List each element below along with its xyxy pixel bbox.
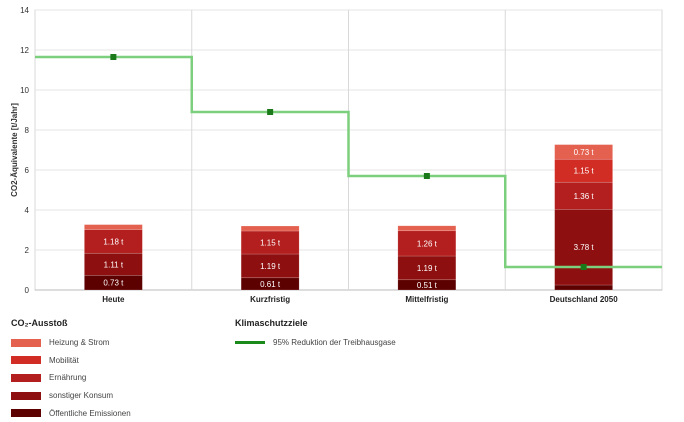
y-tick-label: 12 xyxy=(20,46,29,55)
bar-value-label: 1.19 t xyxy=(417,264,438,273)
x-axis-labels: Heute Kurzfristig Mittelfristig Deutschland… xyxy=(102,295,618,304)
bar-segment[interactable] xyxy=(397,230,457,257)
target-marker[interactable] xyxy=(110,54,117,60)
bar-value-label: 1.26 t xyxy=(417,239,438,248)
y-tick-label: 2 xyxy=(25,246,30,255)
legend-item-target[interactable]: 95% Reduktion der Treibhausgase xyxy=(235,334,396,352)
target-line-path xyxy=(35,55,662,269)
bar-segment[interactable] xyxy=(554,144,613,160)
y-axis-label: CO2-Äquivalente [t/Jahr] xyxy=(10,103,19,197)
co2-chart: 0 2 4 6 8 10 12 14 CO2-Äquivalente [t/Jahr] 0.7… xyxy=(10,6,663,304)
legend-item-label: Ernährung xyxy=(49,373,87,383)
emissions-legend: CO₂-Ausstoß Heizung & Strom Mobilität Er… xyxy=(11,318,131,422)
y-axis-ticks: 0 2 4 6 8 10 12 14 xyxy=(20,6,29,295)
legend-swatch xyxy=(11,356,41,365)
bar-value-label: 0.61 t xyxy=(260,280,281,289)
bar-segment[interactable] xyxy=(240,225,300,232)
legend-item-ernaehrung[interactable]: Ernährung xyxy=(11,369,131,387)
legend-item-label: 95% Reduktion der Treibhausgase xyxy=(273,338,396,348)
bar-value-label: 0.51 t xyxy=(417,281,438,290)
bar-segment[interactable] xyxy=(554,209,613,286)
x-tick-label: Deutschland 2050 xyxy=(550,295,619,304)
y-tick-label: 6 xyxy=(25,166,30,175)
y-tick-label: 8 xyxy=(25,126,30,135)
x-tick-label: Mittelfristig xyxy=(405,295,448,304)
legend-item-mobilitaet[interactable]: Mobilität xyxy=(11,352,131,370)
bar-value-label: 1.15 t xyxy=(260,239,281,248)
bar-value-label: 1.11 t xyxy=(104,260,124,269)
x-tick-label: Heute xyxy=(102,295,125,304)
targets-legend-title: Klimaschutzziele xyxy=(235,318,308,328)
bar-segment[interactable] xyxy=(554,284,613,291)
legend-line-swatch xyxy=(235,341,265,345)
emissions-legend-title: CO₂-Ausstoß xyxy=(11,318,68,328)
x-tick-label: Kurzfristig xyxy=(250,295,290,304)
target-line xyxy=(35,54,662,270)
legend-item-oeffentliche-emissionen[interactable]: Öffentliche Emissionen xyxy=(11,404,131,422)
bar-value-label: 1.36 t xyxy=(574,192,595,201)
y-tick-label: 14 xyxy=(20,6,29,15)
legend-swatch xyxy=(11,409,41,418)
emissions-legend-items: Heizung & Strom Mobilität Ernährung sons… xyxy=(11,334,131,422)
target-marker[interactable] xyxy=(267,109,274,115)
bar-value-label: 1.15 t xyxy=(574,167,595,176)
targets-legend: Klimaschutzziele 95% Reduktion der Treib… xyxy=(235,318,396,352)
bar-segment[interactable] xyxy=(554,181,613,210)
bar-value-label: 1.19 t xyxy=(260,262,281,271)
bar-value-label: 3.78 t xyxy=(574,243,595,252)
legend-swatch xyxy=(11,373,41,382)
legend-item-label: sonstiger Konsum xyxy=(49,391,114,401)
bar-segment[interactable] xyxy=(84,224,143,230)
bar-value-label: 0.73 t xyxy=(574,148,595,157)
bar-value-label: 0.73 t xyxy=(103,279,124,288)
legend-swatch xyxy=(11,338,41,347)
legend-item-sonstiger-konsum[interactable]: sonstiger Konsum xyxy=(11,387,131,405)
stacked-bars: 0.73 t 1.11 t 1.18 t 0.61 t 1.19 t 1.15 t 0.51… xyxy=(84,144,613,291)
legend-item-label: Mobilität xyxy=(49,355,79,365)
y-tick-label: 10 xyxy=(20,86,29,95)
y-tick-label: 4 xyxy=(25,206,30,215)
bar-value-label: 1.18 t xyxy=(103,237,124,246)
target-marker[interactable] xyxy=(580,264,587,270)
legend-item-heizung-strom[interactable]: Heizung & Strom xyxy=(11,334,131,352)
y-tick-label: 0 xyxy=(25,286,30,295)
legend-swatch xyxy=(11,391,41,400)
target-marker[interactable] xyxy=(423,173,430,179)
legend-item-label: Öffentliche Emissionen xyxy=(49,408,131,418)
bar-segment[interactable] xyxy=(397,225,457,232)
legend-item-label: Heizung & Strom xyxy=(49,338,110,348)
